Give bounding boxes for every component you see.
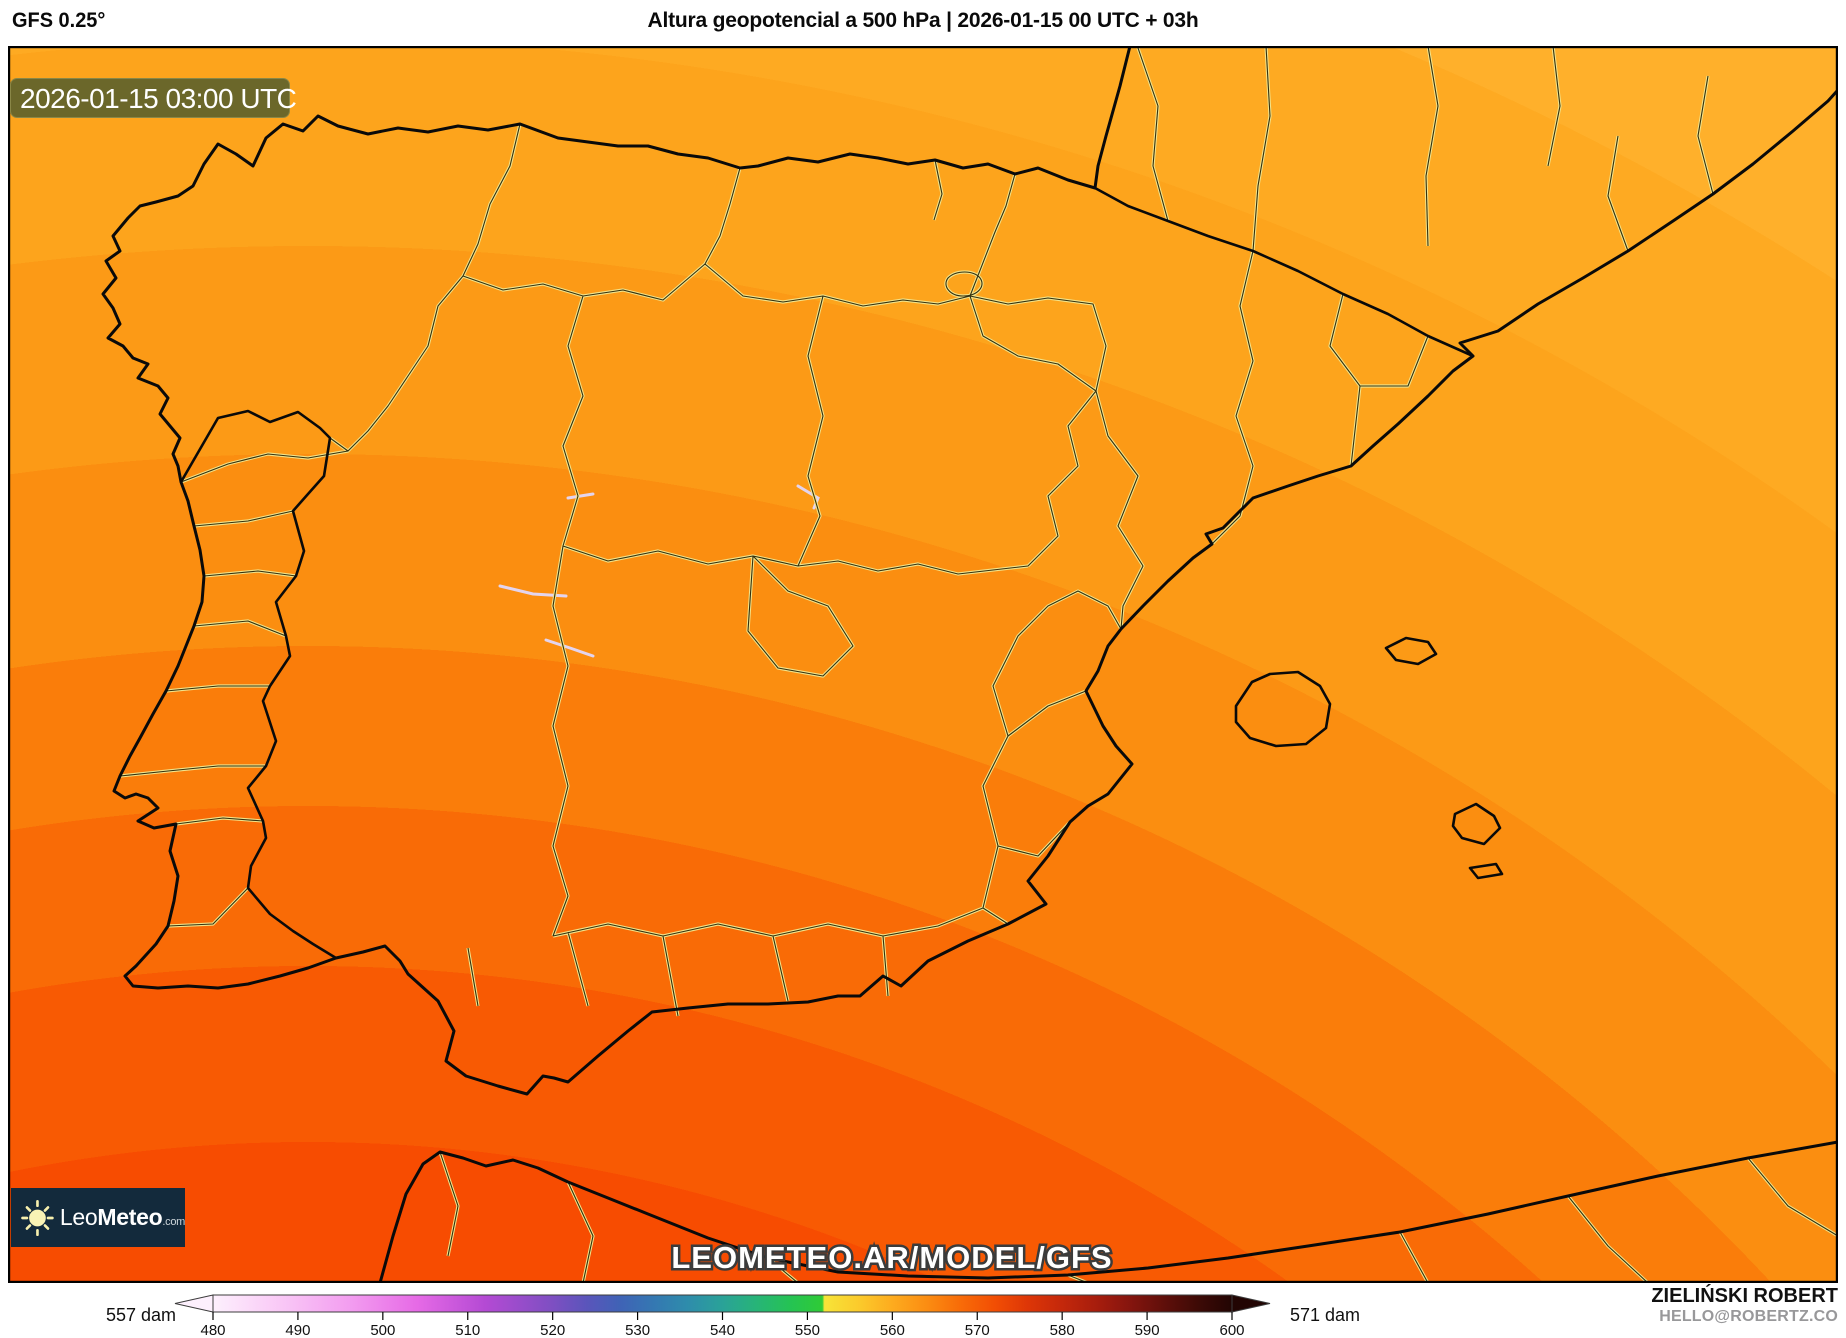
coastline <box>101 46 1838 1096</box>
colorbar-ticks: 480 490 500 510 520 530 540 550 560 570 580 590 600 <box>200 1312 1245 1338</box>
colorbar-tick-label: 590 <box>1135 1322 1160 1338</box>
province-borders <box>119 46 1838 1283</box>
balearic-islands <box>1234 636 1504 880</box>
colorbar-tick-label: 580 <box>1050 1322 1075 1338</box>
map-container: LEOMETEO.AR/MODEL/GFS 2026-01-15 03:00 U… <box>8 46 1838 1283</box>
colorbar-tick-label: 570 <box>965 1322 990 1338</box>
geopotential-fill-bands <box>8 46 1838 1283</box>
map-frame <box>8 46 1838 1283</box>
colorbar-tick-label: 560 <box>880 1322 905 1338</box>
timestamp-badge: 2026-01-15 03:00 UTC <box>10 78 297 118</box>
colorbar-tick-label: 600 <box>1219 1322 1244 1338</box>
colorbar-tick-label: 490 <box>285 1322 310 1338</box>
africa-coastline <box>378 1140 1838 1283</box>
colorbar: 557 dam 480 490 500 510 520 530 540 550 560 570 58… <box>0 1283 1846 1338</box>
credit-contact: HELLO@ROBERTZ.CO <box>1659 1308 1838 1325</box>
colorbar-right-arrow <box>1231 1294 1271 1313</box>
page-title: Altura geopotencial a 500 hPa | 2026-01-… <box>647 9 1199 32</box>
colorbar-gradient <box>212 1294 1233 1313</box>
credits: ZIELIŃSKI ROBERT HELLO@ROBERTZ.CO <box>1651 1285 1838 1326</box>
model-resolution-label: GFS 0.25° <box>12 9 106 32</box>
leometeo-logo: LeoMeteo.com <box>11 1188 185 1247</box>
river-marks <box>498 484 820 658</box>
map-canvas: LEOMETEO.AR/MODEL/GFS <box>8 46 1838 1283</box>
logo-wordmark: LeoMeteo.com <box>59 1204 185 1230</box>
credit-author: ZIELIŃSKI ROBERT <box>1651 1285 1838 1307</box>
colorbar-tick-label: 510 <box>455 1322 480 1338</box>
colorbar-canvas: 557 dam 480 490 500 510 520 530 540 550 560 570 58… <box>106 1294 1360 1338</box>
colorbar-max-label: 571 dam <box>1290 1305 1360 1325</box>
watermark: LEOMETEO.AR/MODEL/GFS <box>671 1240 1112 1275</box>
colorbar-tick-label: 480 <box>200 1322 225 1338</box>
colorbar-left-arrow <box>174 1294 214 1313</box>
sun-icon <box>21 1199 54 1236</box>
colorbar-tick-label: 540 <box>710 1322 735 1338</box>
colorbar-tick-label: 500 <box>370 1322 395 1338</box>
colorbar-tick-label: 530 <box>625 1322 650 1338</box>
colorbar-tick-label: 550 <box>795 1322 820 1338</box>
colorbar-tick-label: 520 <box>540 1322 565 1338</box>
country-borders <box>179 186 1474 960</box>
colorbar-min-label: 557 dam <box>106 1305 176 1325</box>
